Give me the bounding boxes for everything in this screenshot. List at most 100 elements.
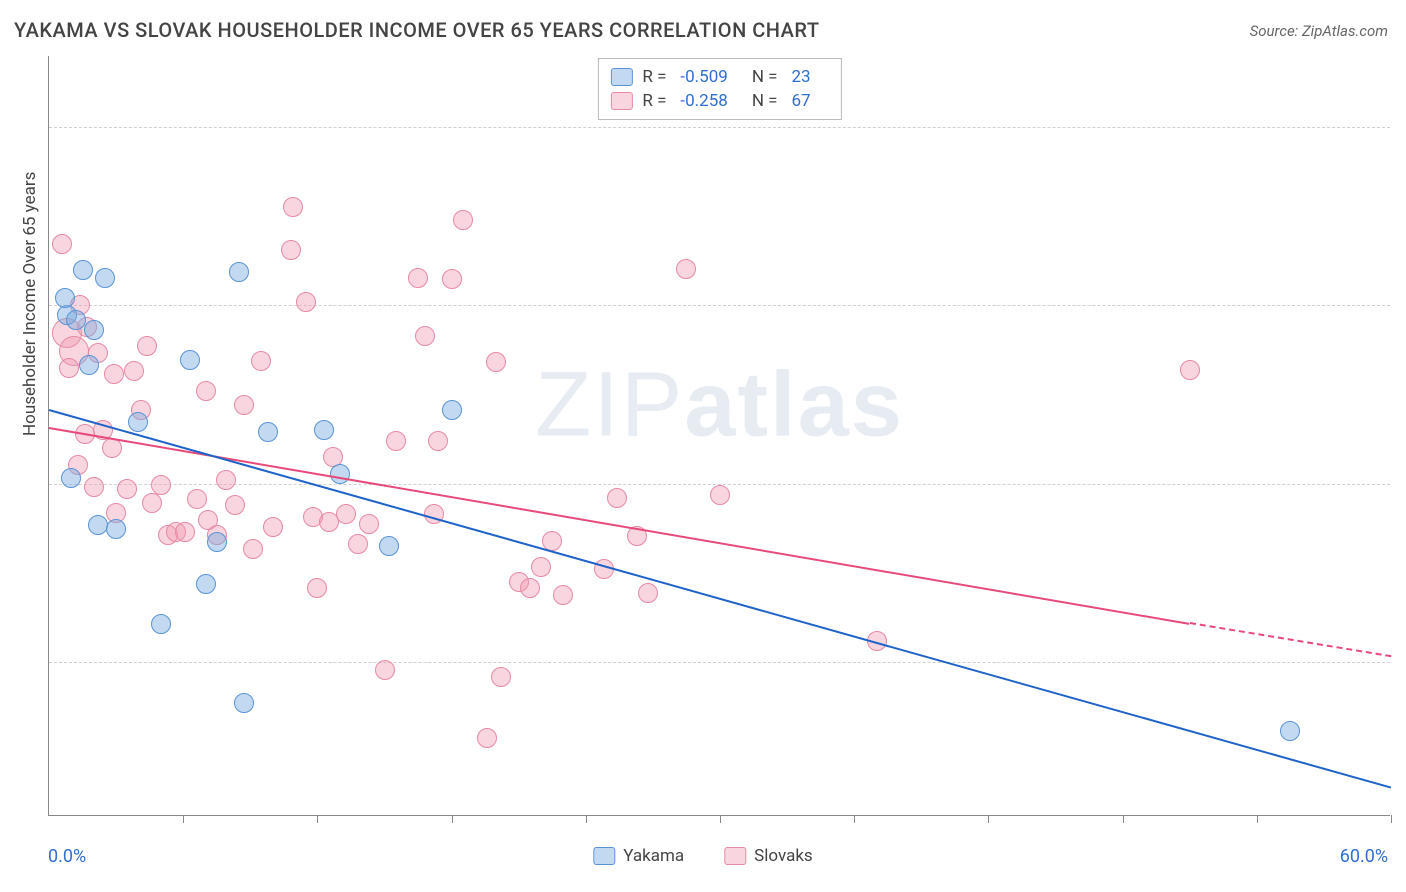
- data-point-yakama: [95, 268, 115, 288]
- data-point-slovaks: [296, 292, 316, 312]
- data-point-slovaks: [359, 514, 379, 534]
- data-point-slovaks: [307, 578, 327, 598]
- data-point-slovaks: [676, 259, 696, 279]
- data-point-slovaks: [52, 234, 72, 254]
- legend-label-slovaks: Slovaks: [754, 846, 813, 866]
- data-point-yakama: [234, 693, 254, 713]
- data-point-slovaks: [486, 352, 506, 372]
- y-tick-label: $35,000: [1394, 651, 1406, 672]
- data-point-slovaks: [348, 534, 368, 554]
- x-tick: [1257, 815, 1258, 823]
- y-tick-label: $80,000: [1394, 117, 1406, 138]
- legend-item-slovaks: Slovaks: [724, 846, 813, 866]
- data-point-slovaks: [710, 485, 730, 505]
- legend-stats: R = -0.509 N = 23 R = -0.258 N = 67: [597, 58, 841, 120]
- gridline: [49, 305, 1390, 306]
- data-point-yakama: [229, 262, 249, 282]
- data-point-yakama: [66, 310, 86, 330]
- data-point-slovaks: [216, 470, 236, 490]
- r-label: R =: [642, 65, 666, 89]
- x-tick: [1123, 815, 1124, 823]
- data-point-slovaks: [142, 493, 162, 513]
- data-point-slovaks: [375, 660, 395, 680]
- y-tick-label: $50,000: [1394, 473, 1406, 494]
- watermark: ZIPatlas: [535, 353, 904, 458]
- data-point-yakama: [196, 574, 216, 594]
- x-tick: [317, 815, 318, 823]
- data-point-yakama: [258, 422, 278, 442]
- data-point-slovaks: [408, 268, 428, 288]
- swatch-yakama: [593, 847, 615, 865]
- data-point-yakama: [207, 532, 227, 552]
- x-tick: [586, 815, 587, 823]
- data-point-slovaks: [137, 336, 157, 356]
- data-point-yakama: [1280, 721, 1300, 741]
- data-point-yakama: [61, 468, 81, 488]
- r-value-slovaks: -0.258: [680, 89, 727, 113]
- trendline: [49, 409, 1392, 789]
- swatch-slovaks: [724, 847, 746, 865]
- data-point-yakama: [106, 519, 126, 539]
- x-tick: [1391, 815, 1392, 823]
- data-point-yakama: [442, 400, 462, 420]
- data-point-slovaks: [607, 488, 627, 508]
- data-point-slovaks: [175, 522, 195, 542]
- data-point-slovaks: [542, 531, 562, 551]
- x-axis-max-label: 60.0%: [1340, 846, 1388, 867]
- n-label: N =: [752, 65, 778, 89]
- data-point-slovaks: [553, 585, 573, 605]
- data-point-slovaks: [225, 495, 245, 515]
- data-point-slovaks: [415, 326, 435, 346]
- data-point-slovaks: [251, 351, 271, 371]
- data-point-slovaks: [428, 431, 448, 451]
- x-tick: [854, 815, 855, 823]
- legend-item-yakama: Yakama: [593, 846, 684, 866]
- source-attribution: Source: ZipAtlas.com: [1250, 22, 1388, 40]
- x-tick: [183, 815, 184, 823]
- data-point-slovaks: [196, 381, 216, 401]
- data-point-yakama: [88, 515, 108, 535]
- swatch-yakama: [610, 68, 632, 86]
- data-point-slovaks: [442, 269, 462, 289]
- data-point-slovaks: [84, 477, 104, 497]
- chart-title: YAKAMA VS SLOVAK HOUSEHOLDER INCOME OVER…: [14, 18, 820, 42]
- gridline: [49, 127, 1390, 128]
- data-point-slovaks: [151, 475, 171, 495]
- data-point-slovaks: [234, 395, 254, 415]
- data-point-yakama: [180, 350, 200, 370]
- gridline: [49, 484, 1390, 485]
- r-label: R =: [642, 89, 666, 113]
- data-point-slovaks: [386, 431, 406, 451]
- data-point-yakama: [73, 260, 93, 280]
- y-tick-label: $65,000: [1394, 295, 1406, 316]
- data-point-slovaks: [336, 504, 356, 524]
- data-point-slovaks: [104, 364, 124, 384]
- page: YAKAMA VS SLOVAK HOUSEHOLDER INCOME OVER…: [0, 0, 1406, 892]
- legend-label-yakama: Yakama: [623, 846, 684, 866]
- data-point-slovaks: [491, 667, 511, 687]
- data-point-yakama: [379, 536, 399, 556]
- data-point-slovaks: [1180, 360, 1200, 380]
- data-point-slovaks: [187, 489, 207, 509]
- scatter-chart: ZIPatlas R = -0.509 N = 23 R = -0.258 N …: [48, 56, 1390, 816]
- data-point-yakama: [55, 288, 75, 308]
- gridline: [49, 662, 1390, 663]
- watermark-bold: atlas: [684, 354, 904, 456]
- x-tick: [452, 815, 453, 823]
- n-value-yakama: 23: [792, 65, 811, 89]
- watermark-light: ZIP: [535, 354, 684, 456]
- data-point-yakama: [151, 614, 171, 634]
- source-label: Source:: [1250, 22, 1299, 40]
- data-point-slovaks: [124, 361, 144, 381]
- source-name: ZipAtlas.com: [1302, 22, 1388, 40]
- data-point-yakama: [128, 412, 148, 432]
- data-point-slovaks: [453, 210, 473, 230]
- x-axis-min-label: 0.0%: [48, 846, 86, 867]
- n-value-slovaks: 67: [792, 89, 811, 113]
- x-tick: [720, 815, 721, 823]
- y-axis-title: Householder Income Over 65 years: [20, 172, 40, 436]
- data-point-slovaks: [520, 578, 540, 598]
- data-point-yakama: [330, 464, 350, 484]
- legend-stats-row-yakama: R = -0.509 N = 23: [610, 65, 824, 89]
- data-point-slovaks: [243, 539, 263, 559]
